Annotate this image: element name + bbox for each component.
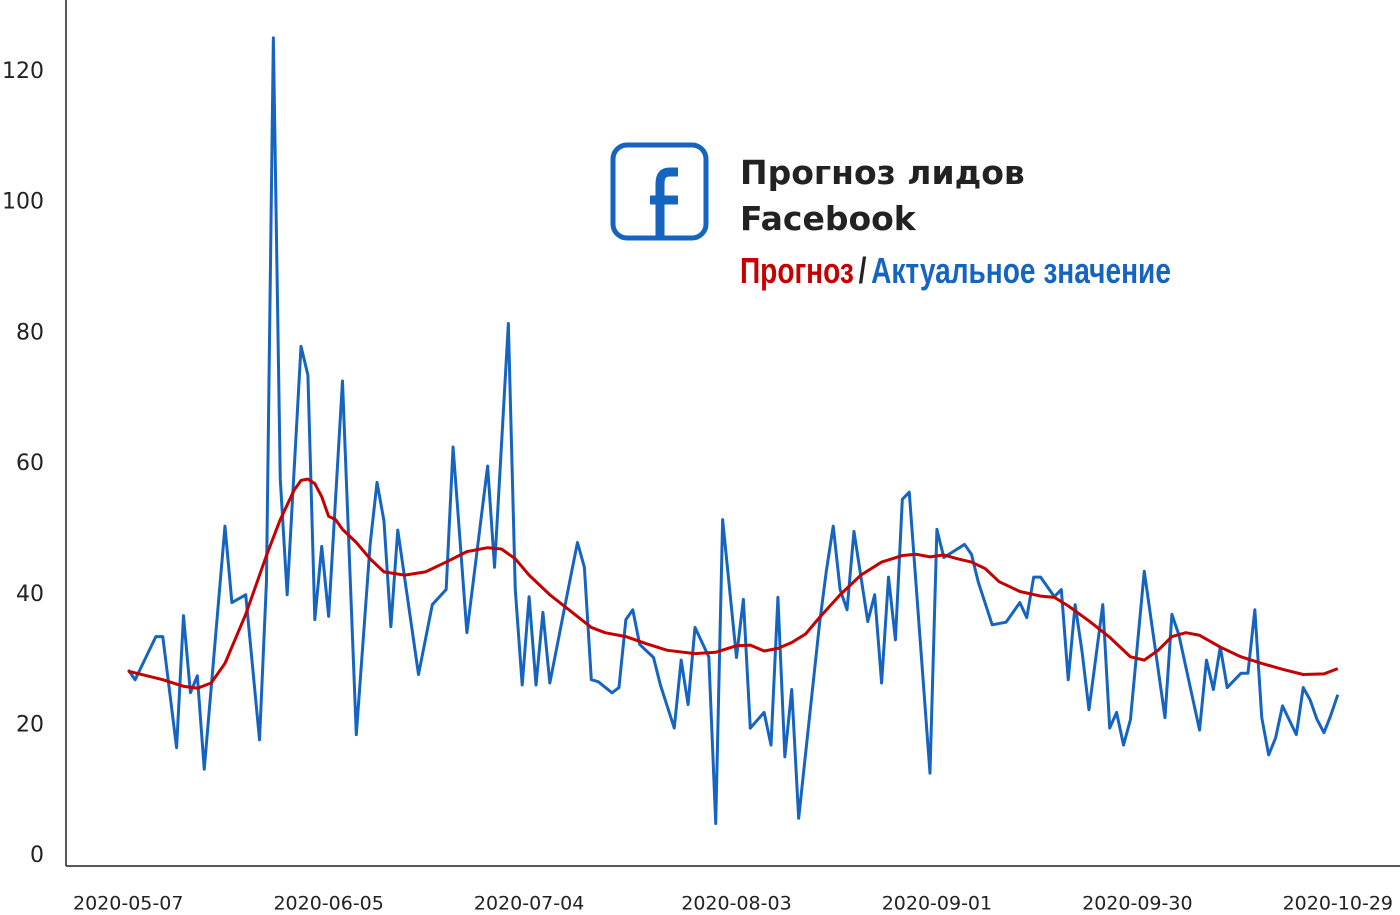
y-tick-label: 60 bbox=[16, 451, 44, 476]
x-tick-label: 2020-07-04 bbox=[474, 893, 584, 915]
x-tick-label: 2020-05-07 bbox=[73, 893, 183, 915]
legend: Прогноз / Актуальное значение bbox=[740, 250, 1176, 292]
y-tick-label: 100 bbox=[2, 190, 44, 215]
x-tick-label: 2020-08-03 bbox=[681, 893, 791, 915]
y-tick-label: 80 bbox=[16, 320, 44, 345]
y-tick-label: 0 bbox=[30, 843, 44, 868]
x-tick-label: 2020-09-01 bbox=[882, 893, 992, 915]
legend-entry: Прогноз bbox=[740, 250, 854, 291]
legend-entry: Актуальное значение bbox=[871, 250, 1171, 291]
x-tick-label: 2020-09-30 bbox=[1082, 893, 1192, 915]
x-tick-label: 2020-10-29 bbox=[1283, 893, 1393, 915]
icon-f bbox=[650, 167, 678, 238]
x-tick-label: 2020-06-05 bbox=[273, 893, 383, 915]
series-line bbox=[127, 477, 1339, 690]
y-tick-label: 40 bbox=[16, 582, 44, 607]
legend-separator: / bbox=[858, 250, 867, 291]
facebook-icon bbox=[610, 142, 709, 241]
series-line bbox=[126, 36, 1340, 826]
chart-title: Прогноз лидов Facebook bbox=[740, 153, 1025, 238]
y-tick-label: 120 bbox=[2, 59, 44, 84]
y-tick-label: 20 bbox=[16, 712, 44, 737]
